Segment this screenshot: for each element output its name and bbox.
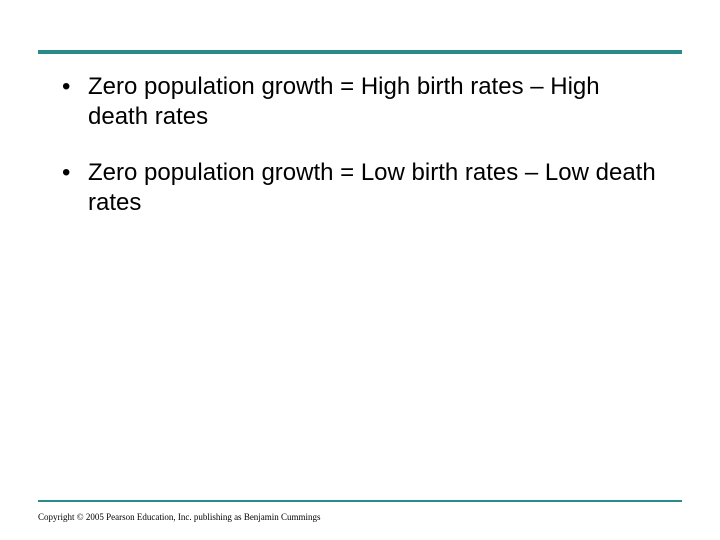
- list-item: • Zero population growth = High birth ra…: [62, 72, 660, 132]
- bullet-marker: •: [62, 72, 88, 102]
- bullet-list: • Zero population growth = High birth ra…: [62, 72, 660, 244]
- bullet-text: Zero population growth = Low birth rates…: [88, 158, 660, 218]
- slide: • Zero population growth = High birth ra…: [0, 0, 720, 540]
- list-item: • Zero population growth = Low birth rat…: [62, 158, 660, 218]
- bullet-text: Zero population growth = High birth rate…: [88, 72, 660, 132]
- bullet-marker: •: [62, 158, 88, 188]
- copyright-text: Copyright © 2005 Pearson Education, Inc.…: [38, 512, 321, 522]
- bottom-divider: [38, 500, 682, 502]
- top-divider: [38, 50, 682, 54]
